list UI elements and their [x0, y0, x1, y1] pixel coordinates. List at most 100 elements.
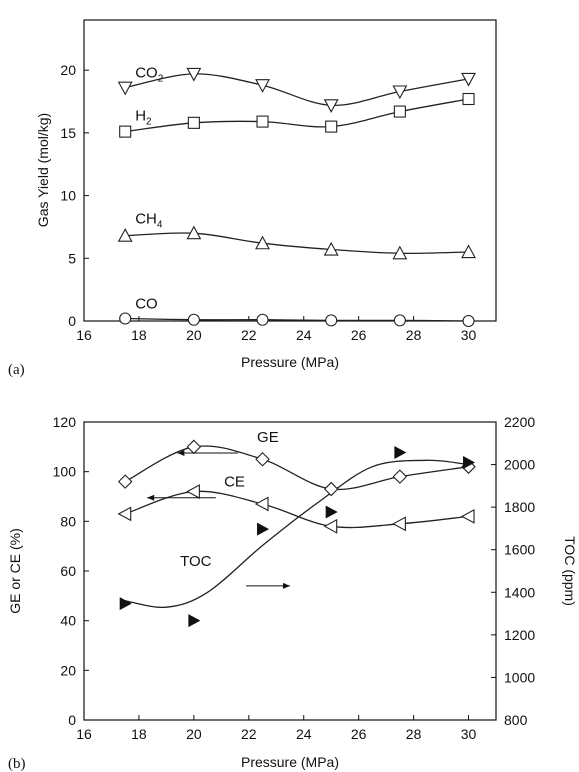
- panel-a-point-co: [393, 314, 406, 327]
- panel-b-y2-tick-label: 1600: [504, 542, 535, 558]
- panel-b-point-ge: [186, 439, 202, 455]
- panel-b-point-toc: [257, 522, 270, 536]
- panel-a-x-tick-label: 24: [296, 327, 312, 343]
- panel-a-series-label-ch4: CH4: [135, 211, 163, 231]
- panel-a-point-co2: [255, 79, 270, 93]
- panel-b-markers: [117, 439, 476, 628]
- panel-b-y-tick-label: 40: [60, 613, 76, 629]
- panel-b-y2-tick-label: 800: [504, 712, 528, 728]
- panel-a-point-h2: [325, 120, 338, 133]
- panel-b-point-toc: [119, 597, 132, 611]
- panel-b-point-ce: [186, 484, 200, 499]
- panel-b-x-tick-label: 16: [76, 726, 92, 742]
- panel-a-y-tick-label: 20: [60, 62, 76, 78]
- panel-b-y-tick-label: 20: [60, 662, 76, 678]
- panel-a-point-ch4: [323, 241, 339, 256]
- panel-b-point-toc: [325, 505, 338, 519]
- panel-a-point-co2: [392, 85, 408, 100]
- panel-a-x-tick-label: 30: [461, 327, 477, 343]
- panel-a-y-tick-label: 5: [68, 250, 76, 266]
- panel-b-y2-tick-label: 1800: [504, 499, 535, 515]
- panel-b-x-tick-label: 24: [296, 726, 312, 742]
- panel-b-curves: [124, 445, 469, 609]
- panel-a-point-ch4: [461, 244, 476, 259]
- panel-a-curve-co: [125, 317, 469, 322]
- panel-a-point-ch4: [255, 235, 270, 250]
- panel-a-plot-frame: [83, 19, 497, 322]
- panel-a-point-h2: [462, 92, 475, 106]
- panel-b-toc-axis-arrow-head: [283, 582, 290, 589]
- panel-a-point-ch4: [186, 225, 202, 240]
- panel-b-x-ticks: 16 18 20 22 24 26 28 30: [76, 715, 477, 742]
- panel-a-curve-h2: [125, 98, 469, 133]
- panel-b-curve-toc: [125, 459, 469, 609]
- panel-a-point-co: [462, 314, 475, 328]
- panel-b-point-ge: [323, 481, 339, 497]
- panel-a-point-co2: [117, 81, 133, 96]
- panel-b-ge-axis-arrow-head: [177, 450, 185, 457]
- panel-b-y2-tick-label: 2000: [504, 457, 535, 473]
- panel-b-y-tick-label: 0: [68, 712, 76, 728]
- panel-b-point-ce: [460, 508, 475, 524]
- panel-a-x-tick-label: 16: [76, 327, 92, 343]
- panel-b-curve-ge: [124, 445, 469, 491]
- panel-b-y-tick-label: 60: [60, 563, 76, 579]
- panel-b-y2-tick-label: 1200: [504, 627, 535, 643]
- panel-a-point-h2: [187, 116, 200, 129]
- panel-b-point-ge: [255, 451, 270, 467]
- panel-a-series-labels: CO2 H2 CH4 CO: [135, 65, 164, 313]
- panel-a-y-axis-label: Gas Yield (mol/kg): [35, 113, 51, 227]
- panel-b-point-toc: [463, 455, 476, 469]
- panel-b-x-tick-label: 26: [351, 726, 367, 742]
- panel-a-point-co2: [186, 67, 202, 82]
- panel-a-point-co2: [323, 99, 339, 113]
- panel-b-y-tick-label: 120: [53, 414, 77, 430]
- panel-a-x-axis-label: Pressure (MPa): [241, 354, 339, 370]
- panel-a-point-co: [187, 313, 200, 326]
- panel-b-y-tick-label: 80: [60, 513, 76, 529]
- panel-a-y-tick-label: 15: [60, 125, 76, 141]
- panel-a-markers: [117, 67, 476, 328]
- panel-b-x-axis-label: Pressure (MPa): [241, 754, 339, 770]
- panel-a-curve-co2: [125, 73, 469, 106]
- panel-a-point-h2: [256, 115, 269, 128]
- panel-b-y-axis-label: GE or CE (%): [7, 528, 23, 614]
- panel-b-point-ce: [117, 506, 132, 522]
- panel-b-y2-tick-label: 1000: [504, 669, 535, 685]
- panel-a-series-label-co2: CO2: [135, 65, 164, 85]
- panel-a-y-tick-label: 0: [68, 313, 76, 329]
- panel-a-x-tick-label: 18: [131, 327, 147, 343]
- panel-b-x-tick-label: 22: [241, 726, 257, 742]
- panel-a-x-tick-label: 22: [241, 327, 257, 343]
- panel-b-point-toc: [188, 614, 201, 628]
- panel-b-point-ge: [117, 474, 133, 489]
- panel-b-point-toc: [394, 445, 407, 459]
- panel-a-point-h2: [393, 105, 406, 118]
- panel-b-ce-axis-arrow-head: [147, 494, 155, 501]
- panel-a-gas-yield-chart: 16 18 20 22 24 26 28 30 0 5 10 15 20 CO2 H2 CH4 CO Pre…: [8, 19, 497, 378]
- panel-a-x-ticks: 16 18 20 22 24 26 28 30: [76, 316, 477, 343]
- panel-b-y2-axis-label: TOC (ppm): [562, 536, 578, 606]
- panel-b-y-tick-label: 100: [53, 464, 77, 480]
- panel-b-point-ge: [392, 469, 408, 484]
- panel-b-y2-tick-label: 1400: [504, 584, 535, 600]
- panel-b-plot-frame: [83, 421, 497, 721]
- panel-b-axis-arrows: [147, 450, 290, 589]
- panel-a-y-ticks: 0 5 10 15 20: [60, 62, 89, 329]
- panel-a-y-tick-label: 10: [60, 188, 76, 204]
- panel-b-y2-ticks: 800 1000 1200 1400 1600 1800 2000 2200: [491, 414, 535, 728]
- panel-a-curves: [125, 73, 469, 322]
- panel-a-curve-ch4: [125, 232, 469, 255]
- panel-a-point-co2: [461, 72, 476, 87]
- panel-b-x-tick-label: 18: [131, 726, 147, 742]
- panel-a-point-co: [325, 314, 338, 327]
- panel-b-point-ce: [254, 496, 269, 512]
- panel-b-label: (b): [8, 756, 26, 772]
- panel-b-x-tick-label: 28: [406, 726, 422, 742]
- panel-b-series-label-ce: CE: [224, 474, 245, 491]
- panel-b-efficiency-chart: 16 18 20 22 24 26 28 30 0 20 40 60 80 100 120 800 1000…: [7, 414, 578, 772]
- panel-b-y2-tick-label: 2200: [504, 414, 535, 430]
- panel-a-point-co: [256, 313, 269, 326]
- panel-b-series-labels: GE CE TOC: [180, 429, 279, 570]
